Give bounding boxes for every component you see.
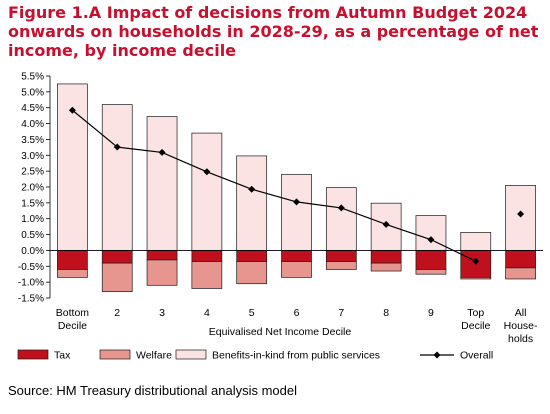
x-tick-label: Top Decile [461, 307, 490, 332]
overall-line [68, 106, 525, 265]
legend: Tax Welfare Benefits-in-kind from public s… [17, 349, 493, 362]
bar-welfare [505, 267, 536, 280]
x-tick-label: 5 [249, 307, 255, 319]
bar-tax [146, 250, 178, 261]
y-tick-label: 5.5% [21, 72, 44, 83]
x-tick-label: All House-holds [504, 307, 538, 345]
bar-benefits-in-kind [191, 132, 223, 251]
bar-benefits-in-kind [281, 173, 312, 251]
overall-point [68, 106, 76, 114]
y-tick-label: 2.0% [21, 183, 44, 194]
overall-point [203, 168, 211, 176]
axes [49, 76, 543, 298]
bar-welfare [370, 262, 402, 272]
overall-point [472, 257, 480, 265]
chart: -1.5% -1.0% -0.5% 0.0% 0.5% 1.0% 1.5% 2.0% 2.5% 3… [17, 72, 543, 362]
overall-point [248, 185, 256, 193]
bar-tax [415, 250, 447, 270]
overall-line-path [72, 109, 477, 262]
bar-benefits-in-kind [146, 116, 178, 251]
y-tick-label: 5.0% [21, 87, 44, 98]
y-tick-label: 0.5% [21, 230, 44, 241]
legend-label: Tax [54, 350, 71, 362]
y-tick-label: 0.0% [21, 246, 44, 257]
y-tick-label: 3.0% [21, 151, 44, 162]
y-tick-label: -1.0% [18, 278, 44, 289]
y-tick-label: 3.5% [21, 135, 44, 146]
y-axis: -1.5% -1.0% -0.5% 0.0% 0.5% 1.0% 1.5% 2.0% 2.5% 3… [18, 72, 50, 305]
bar-welfare [325, 261, 357, 270]
overall-point [517, 210, 525, 218]
y-tick-label: -1.5% [18, 294, 44, 305]
chart-title: Figure 1.A Impact of decisions from Autu… [8, 3, 539, 60]
overall-point [337, 204, 345, 212]
overall-point [113, 143, 121, 151]
bar-benefits-in-kind [236, 155, 268, 251]
overall-point [293, 198, 300, 206]
x-axis-label: Equivalised Net Income Decile [209, 326, 352, 338]
bar-tax [281, 250, 312, 262]
bar-tax [191, 250, 223, 262]
x-tick-label: 4 [204, 307, 210, 319]
legend-label: Benefits-in-kind from public services [212, 350, 380, 362]
legend-swatch [17, 349, 49, 360]
bar-welfare [236, 261, 268, 285]
bar-welfare [191, 261, 223, 289]
bar-welfare [146, 259, 178, 286]
overall-point [158, 148, 166, 156]
y-tick-label: 1.5% [21, 198, 44, 209]
bar-benefits-in-kind [325, 187, 357, 251]
overall-point [427, 236, 435, 244]
x-tick-label: 8 [383, 307, 389, 319]
bar-welfare [460, 277, 492, 280]
bar-tax [236, 250, 268, 262]
legend-swatch [99, 349, 131, 360]
bar-benefits-in-kind [505, 185, 536, 251]
x-tick-label: Bottom Decile [56, 307, 90, 332]
bar-benefits-in-kind [101, 104, 133, 251]
bar-welfare [101, 262, 133, 293]
bar-benefits-in-kind [460, 232, 492, 251]
overall-point [382, 220, 390, 228]
y-tick-label: 1.0% [21, 214, 44, 225]
y-tick-label: -0.5% [18, 262, 44, 273]
bar-tax [325, 250, 357, 262]
y-tick-label: 4.5% [21, 103, 44, 114]
x-tick-label: 6 [294, 307, 300, 319]
x-axis: Bottom Decile 2 3 4 5 6 7 8 9 Top Decile All House-ho… [56, 307, 538, 345]
bar-welfare [281, 261, 312, 278]
x-tick-label: 2 [114, 307, 120, 319]
bar-series [57, 83, 536, 293]
bar-tax [101, 250, 133, 264]
legend-label: Overall [460, 350, 493, 362]
bar-tax [505, 250, 536, 269]
legend-swatch [175, 349, 207, 360]
x-tick-label: 3 [159, 307, 165, 319]
legend-marker [433, 351, 441, 359]
legend-label: Welfare [136, 350, 172, 362]
bar-tax [57, 250, 88, 270]
source-note: Source: HM Treasury distributional analy… [8, 383, 298, 398]
bar-tax [370, 250, 402, 264]
y-tick-label: 4.0% [21, 119, 44, 130]
y-tick-label: 2.5% [21, 167, 44, 178]
bar-welfare [415, 269, 447, 275]
x-tick-label: 7 [338, 307, 344, 319]
x-tick-label: 9 [428, 307, 434, 319]
bar-welfare [57, 269, 88, 278]
